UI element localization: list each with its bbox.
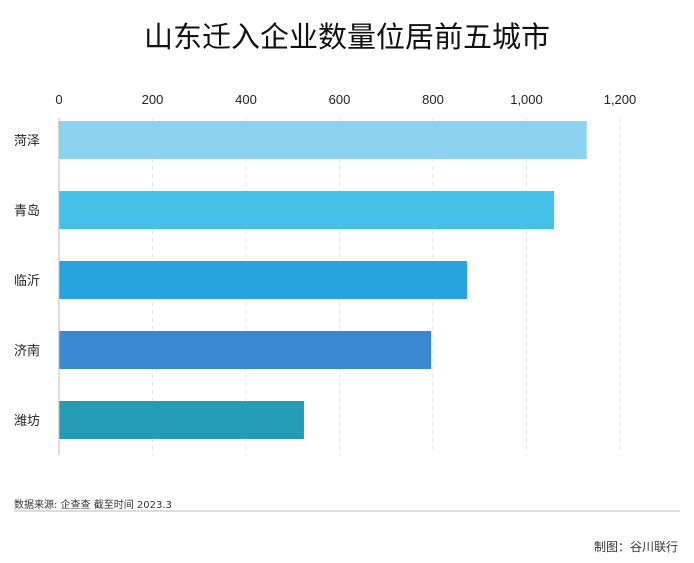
y-category-label: 济南: [14, 343, 40, 359]
x-tick-label: 1,200: [604, 92, 637, 107]
x-tick-label: 600: [329, 92, 351, 107]
bar-菏泽: [59, 121, 587, 159]
y-category-label: 潍坊: [14, 414, 40, 429]
y-category-label: 临沂: [14, 274, 40, 289]
data-source-note: 数据来源: 企查查 截至时间 2023.3: [14, 500, 172, 511]
chart-title: 山东迁入企业数量位居前五城市: [143, 20, 550, 54]
x-tick-label: 200: [142, 92, 164, 107]
x-tick-label: 400: [235, 92, 257, 107]
bar-青岛: [59, 191, 555, 229]
bar-临沂: [59, 261, 468, 299]
bar-潍坊: [59, 401, 304, 439]
y-category-label: 菏泽: [14, 134, 40, 149]
x-tick-label: 800: [422, 92, 444, 107]
x-tick-label: 0: [55, 92, 62, 107]
chart-credit: 制图：谷川联行: [593, 540, 678, 554]
x-tick-label: 1,000: [510, 92, 543, 107]
footer-divider: [14, 510, 680, 512]
y-category-label: 青岛: [14, 203, 40, 219]
bar-济南: [59, 331, 432, 369]
